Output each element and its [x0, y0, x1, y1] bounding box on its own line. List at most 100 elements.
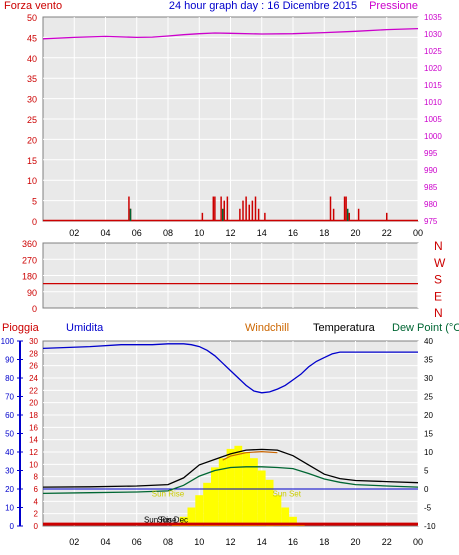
rain-y-tick-label: 6 [34, 485, 39, 494]
sunshine-bar [273, 495, 282, 526]
temp-x-tick-label: 18 [319, 537, 329, 547]
rain-y-tick-label: 16 [29, 423, 38, 432]
sunshine-bar [195, 495, 204, 526]
sunshine-bar [203, 482, 211, 526]
pressure-y-tick-label: 990 [424, 166, 438, 175]
humidity-y-tick-label: 100 [1, 337, 15, 346]
sun-annotation: Sun Dec [157, 515, 188, 524]
rain-y-tick-label: 24 [29, 374, 38, 383]
rain-axis-label: Pioggia [2, 322, 40, 334]
sun-annotation: Sun Rise [144, 515, 177, 524]
sunshine-bar [226, 448, 235, 526]
pressure-y-tick-label: 1005 [424, 115, 442, 124]
temp-x-tick-label: 08 [163, 537, 173, 547]
wind-y-tick-label: 0 [32, 217, 37, 227]
direction-y-tick-label: 0 [32, 304, 37, 314]
rain-y-tick-label: 8 [34, 473, 39, 482]
sunshine-bar [211, 467, 219, 526]
pressure-y-tick-label: 1010 [424, 98, 442, 107]
temp-x-tick-label: 20 [350, 537, 360, 547]
temp-y-tick-label: 30 [424, 374, 433, 383]
wind-pressure-panel: 0510152025303540455097598098599099510001… [27, 13, 442, 238]
pressure-line [42, 27, 419, 40]
pressure-y-tick-label: 1015 [424, 81, 442, 90]
temp-y-tick-label: 25 [424, 393, 433, 402]
sunshine-bar [218, 458, 227, 526]
humidity-y-tick-label: 90 [5, 356, 14, 365]
temperature-legend: Temperatura [313, 322, 376, 334]
windchill-legend: Windchill [245, 322, 289, 334]
temp-x-tick-label: 14 [257, 537, 267, 547]
rain-y-tick-label: 30 [29, 337, 38, 346]
wind-y-tick-label: 35 [27, 74, 37, 84]
humidity-y-tick-label: 0 [10, 522, 15, 531]
temperature-line [42, 448, 419, 488]
chart-title: 24 hour graph day : 16 Dicembre 2015 [169, 0, 357, 12]
sunshine-bar [257, 470, 266, 526]
pressure-y-tick-label: 1035 [424, 13, 442, 22]
humidity-y-tick-label: 20 [5, 485, 14, 494]
sunshine-bar [179, 516, 188, 527]
pressure-y-tick-label: 995 [424, 149, 438, 158]
pressure-y-tick-label: 1020 [424, 64, 442, 73]
humidity-y-tick-label: 50 [5, 430, 14, 439]
dewpoint-legend: Dew Point (°C [392, 322, 459, 334]
wind-y-tick-label: 45 [27, 33, 37, 43]
windchill-line [222, 450, 278, 461]
temp-x-tick-label: 06 [132, 537, 142, 547]
sunshine-bar [234, 445, 243, 526]
humidity-y-tick-label: 30 [5, 467, 14, 476]
rain-y-tick-label: 0 [34, 522, 39, 531]
sunshine-bar [250, 458, 258, 526]
direction-y-tick-label: 180 [22, 272, 37, 282]
humidity-y-tick-label: 40 [5, 448, 14, 457]
wind-y-tick-label: 15 [27, 156, 37, 166]
wind-x-tick-label: 04 [100, 228, 110, 238]
wind-x-tick-label: 14 [257, 228, 267, 238]
direction-y-tick-label: 90 [27, 288, 37, 298]
pressure-axis-label: Pressione [369, 0, 418, 12]
pressure-y-tick-label: 1000 [424, 132, 442, 141]
rain-y-tick-label: 26 [29, 362, 38, 371]
sun-annotation: Sun Set [273, 489, 302, 498]
humidity-line [42, 343, 418, 394]
humidity-y-tick-label: 10 [5, 504, 14, 513]
wind-y-tick-label: 40 [27, 54, 37, 64]
wind-x-tick-label: 18 [319, 228, 329, 238]
sunshine-bar [265, 479, 274, 527]
temp-x-tick-label: 16 [288, 537, 298, 547]
pressure-y-tick-label: 1025 [424, 47, 442, 56]
temp-y-tick-label: 5 [424, 467, 429, 476]
pressure-y-tick-label: 1030 [424, 30, 442, 39]
temp-x-tick-label: 10 [194, 537, 204, 547]
wind-x-tick-label: 20 [350, 228, 360, 238]
temp-y-tick-label: 0 [424, 485, 429, 494]
compass-label: W [434, 256, 446, 270]
rain-y-tick-label: 14 [29, 436, 38, 445]
temp-x-tick-label: 04 [100, 537, 110, 547]
wind-x-tick-label: 00 [413, 228, 423, 238]
temp-x-tick-label: 12 [225, 537, 235, 547]
humidity-axis-label: Umidita [66, 322, 104, 334]
dewpoint-line [42, 466, 419, 495]
temp-humidity-panel: 0246810121416182022242628300102030405060… [1, 337, 436, 547]
humidity-y-tick-label: 70 [5, 393, 14, 402]
temp-y-tick-label: 20 [424, 411, 433, 420]
rain-y-tick-label: 4 [34, 497, 39, 506]
wind-x-tick-label: 10 [194, 228, 204, 238]
wind-y-tick-label: 50 [27, 13, 37, 23]
wind-y-tick-label: 20 [27, 135, 37, 145]
temp-x-tick-label: 00 [413, 537, 423, 547]
sun-annotation: Sun Rise [152, 489, 185, 498]
temp-x-tick-label: 02 [69, 537, 79, 547]
pressure-y-tick-label: 975 [424, 217, 438, 226]
humidity-y-tick-label: 80 [5, 374, 14, 383]
direction-y-tick-label: 270 [22, 255, 37, 265]
compass-label: N [434, 306, 443, 320]
rain-y-tick-label: 10 [29, 460, 38, 469]
temp-y-tick-label: -10 [424, 522, 436, 531]
sunshine-bar [187, 507, 196, 526]
rain-y-tick-label: 20 [29, 399, 38, 408]
